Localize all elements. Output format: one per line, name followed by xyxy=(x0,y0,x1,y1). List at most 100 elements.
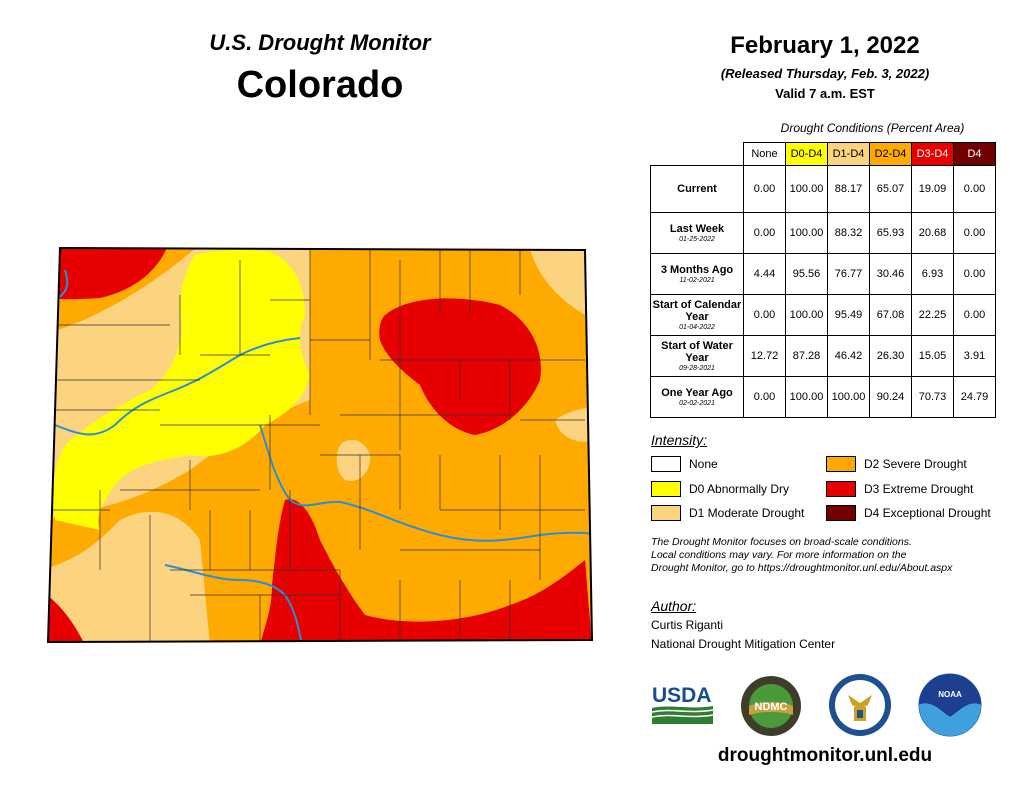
table-cell: 30.46 xyxy=(869,253,912,295)
table-corner xyxy=(651,143,744,166)
d1-region-central xyxy=(336,439,371,482)
d1-region-northeast xyxy=(530,250,585,315)
row-label: Start of Water Year 09-28-2021 xyxy=(650,335,744,377)
table-cell: 88.17 xyxy=(827,165,870,213)
d3-region-southwest xyxy=(48,590,85,642)
ndmc-logo: NDMC xyxy=(741,676,801,736)
table-header-row: None D0-D4 D1-D4 D2-D4 D3-D4 D4 xyxy=(651,142,996,166)
usda-logo: USDA xyxy=(651,684,714,724)
table-caption: Drought Conditions (Percent Area) xyxy=(780,121,965,135)
legend-item-d2: D2 Severe Drought xyxy=(826,456,967,472)
table-cell: 88.32 xyxy=(827,212,870,254)
legend-swatch-d2 xyxy=(826,456,856,472)
table-cell: 0.00 xyxy=(953,212,996,254)
table-cell: 90.24 xyxy=(869,376,912,418)
table-cell: 22.25 xyxy=(911,294,954,336)
state-border xyxy=(46,246,594,644)
noaa-logo-text: NOAA xyxy=(938,690,962,699)
d3-region-northwest xyxy=(48,248,170,300)
disclaimer-line-1: The Drought Monitor focuses on broad-sca… xyxy=(651,536,912,548)
table-cell: 100.00 xyxy=(785,165,828,213)
legend-label-none: None xyxy=(689,457,718,471)
table-row: Start of Water Year 09-28-2021 12.72 87.28 4… xyxy=(650,335,996,377)
row-label-text: 3 Months Ago xyxy=(660,263,734,276)
footer-url[interactable]: droughtmonitor.unl.edu xyxy=(717,745,933,766)
drought-map xyxy=(46,246,594,644)
row-date: 09-28-2021 xyxy=(679,364,715,372)
legend-swatch-d0 xyxy=(651,481,681,497)
row-label: Last Week 01-25-2022 xyxy=(650,212,744,254)
legend-swatch-d3 xyxy=(826,481,856,497)
table-cell: 24.79 xyxy=(953,376,996,418)
table-row: 3 Months Ago 11-02-2021 4.44 95.56 76.77 30.4… xyxy=(650,253,996,295)
table-cell: 65.07 xyxy=(869,165,912,213)
row-label: One Year Ago 02-02-2021 xyxy=(650,376,744,418)
row-label-text: One Year Ago xyxy=(661,386,733,399)
table-cell: 95.56 xyxy=(785,253,828,295)
table-row: One Year Ago 02-02-2021 0.00 100.00 100.00 90… xyxy=(650,376,996,418)
row-label: Current xyxy=(650,165,744,213)
table-cell: 19.09 xyxy=(911,165,954,213)
ndmc-logo-text: NDMC xyxy=(755,701,788,713)
map-date: February 1, 2022 xyxy=(730,32,920,59)
river-riogrande xyxy=(164,564,303,642)
table-cell: 12.72 xyxy=(743,335,786,377)
row-date: 01-25-2022 xyxy=(679,235,715,243)
d1-region-southwest xyxy=(48,511,210,642)
table-cell: 76.77 xyxy=(827,253,870,295)
table-cell: 100.00 xyxy=(785,376,828,418)
legend-item-none: None xyxy=(651,456,718,472)
legend-swatch-d4 xyxy=(826,505,856,521)
drought-conditions-table: None D0-D4 D1-D4 D2-D4 D3-D4 D4 Current 0… xyxy=(650,142,996,418)
table-cell: 3.91 xyxy=(953,335,996,377)
author-name: Curtis Riganti xyxy=(651,618,724,632)
author-title: Author: xyxy=(651,598,697,614)
legend-label-d0: D0 Abnormally Dry xyxy=(689,482,790,496)
legend-item-d4: D4 Exceptional Drought xyxy=(826,505,991,521)
table-cell: 100.00 xyxy=(827,376,870,418)
table-cell: 0.00 xyxy=(743,212,786,254)
table-row: Last Week 01-25-2022 0.00 100.00 88.32 65.93 2… xyxy=(650,212,996,254)
table-cell: 15.05 xyxy=(911,335,954,377)
author-org: National Drought Mitigation Center xyxy=(651,637,836,651)
table-cell: 46.42 xyxy=(827,335,870,377)
noaa-logo: NOAA xyxy=(918,673,982,737)
table-cell: 0.00 xyxy=(743,165,786,213)
table-cell: 4.44 xyxy=(743,253,786,295)
table-cell: 0.00 xyxy=(743,376,786,418)
row-date: 11-02-2021 xyxy=(679,276,715,284)
legend-label-d4: D4 Exceptional Drought xyxy=(864,506,991,520)
legend-item-d0: D0 Abnormally Dry xyxy=(651,481,789,497)
usda-logo-text: USDA xyxy=(652,684,712,707)
state-title: Colorado xyxy=(236,64,404,106)
table-cell: 26.30 xyxy=(869,335,912,377)
table-cell: 100.00 xyxy=(785,212,828,254)
table-row: Current 0.00 100.00 88.17 65.07 19.09 0.00 xyxy=(650,165,996,213)
valid-time: Valid 7 a.m. EST xyxy=(775,86,875,101)
d3-region-southcentral xyxy=(260,499,592,642)
legend-item-d1: D1 Moderate Drought xyxy=(651,505,804,521)
col-header-d0-d4: D0-D4 xyxy=(785,142,828,166)
disclaimer-line-2: Local conditions may vary. For more info… xyxy=(651,549,907,561)
table-cell: 6.93 xyxy=(911,253,954,295)
commerce-logo xyxy=(829,674,891,736)
table-cell: 95.49 xyxy=(827,294,870,336)
col-header-d3-d4: D3-D4 xyxy=(911,142,954,166)
table-cell: 87.28 xyxy=(785,335,828,377)
row-label-text: Start of Calendar Year xyxy=(652,298,742,323)
disclaimer-line-3: Drought Monitor, go to https://droughtmo… xyxy=(651,562,953,574)
table-cell: 70.73 xyxy=(911,376,954,418)
release-note: (Released Thursday, Feb. 3, 2022) xyxy=(720,66,930,81)
legend-swatch-d1 xyxy=(651,505,681,521)
legend-label-d2: D2 Severe Drought xyxy=(864,457,967,471)
row-label: Start of Calendar Year 01-04-2022 xyxy=(650,294,744,336)
table-cell: 0.00 xyxy=(953,294,996,336)
table-cell: 65.93 xyxy=(869,212,912,254)
row-label-text: Start of Water Year xyxy=(661,339,733,364)
row-label-text: Last Week xyxy=(669,222,725,235)
row-date: 01-04-2022 xyxy=(679,323,715,331)
map-subtitle: U.S. Drought Monitor xyxy=(209,30,431,55)
river-colorado xyxy=(54,337,301,436)
table-cell: 100.00 xyxy=(785,294,828,336)
row-date: 02-02-2021 xyxy=(679,399,715,407)
